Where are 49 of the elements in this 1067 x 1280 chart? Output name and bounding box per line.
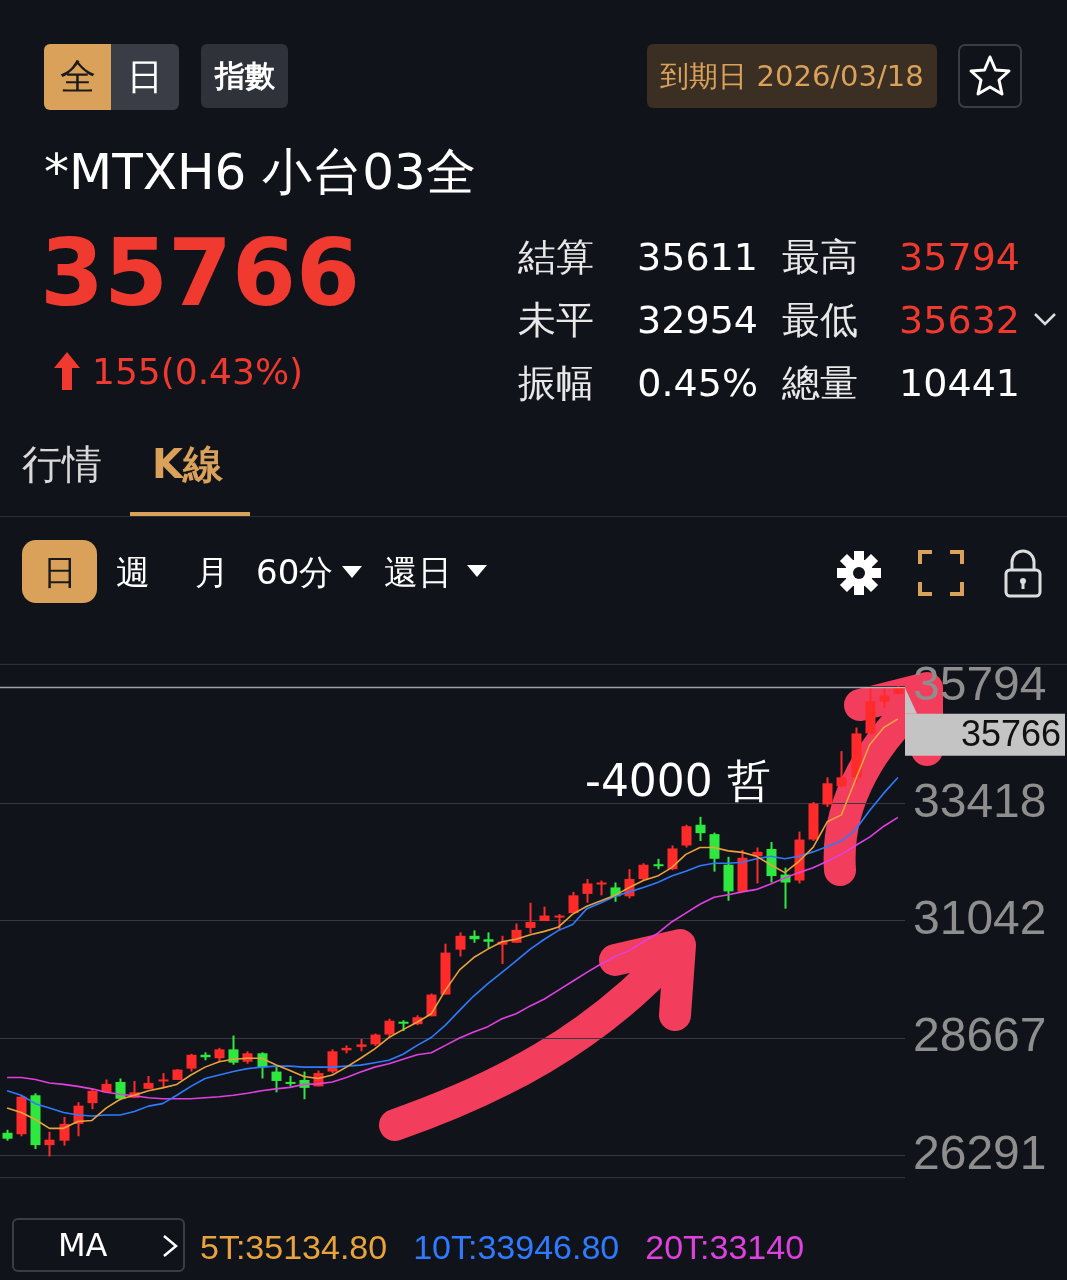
text: 行情 (22, 440, 102, 488)
candlestick (455, 931, 466, 958)
text: 60分 (256, 551, 334, 594)
candlestick (582, 878, 593, 904)
candlestick (271, 1066, 282, 1094)
y-tick-label: 28667 (913, 1008, 1047, 1062)
text: 35766 (40, 220, 361, 327)
ref-line-label: 35766 (960, 712, 1061, 754)
candlestick (822, 776, 833, 808)
candlestick (879, 686, 890, 710)
candlestick (681, 823, 692, 849)
text: 10441 (898, 360, 1020, 406)
text: 0.45% (636, 360, 758, 406)
text: 最低 (782, 297, 858, 343)
annotation: -4000 哲 (585, 755, 771, 806)
text: 日 (22, 540, 97, 603)
text: 20T:33140 (645, 1227, 805, 1268)
text: 日 (111, 44, 179, 110)
chart-title: *MTXH6 小台03全 (44, 142, 476, 202)
text: 5T:35134.80 (200, 1227, 388, 1268)
text: 35611 (636, 234, 758, 280)
text: 月 (195, 551, 229, 594)
candlestick (695, 815, 706, 843)
text: 振幅 (518, 360, 594, 406)
text: 總量 (782, 360, 858, 406)
candlestick (44, 1130, 55, 1158)
text: 全 (44, 44, 111, 110)
candlestick (87, 1087, 98, 1111)
text: 還日 (384, 551, 452, 594)
text: 35632 (898, 297, 1020, 343)
text: 10T:33946.80 (413, 1227, 620, 1268)
text: 155(0.43%) (92, 350, 304, 394)
candlestick (667, 844, 678, 872)
candlestick (59, 1115, 70, 1147)
text: 最高 (782, 234, 858, 280)
text: 32954 (636, 297, 758, 343)
text: K線 (152, 440, 223, 488)
text: 未平 (518, 297, 594, 343)
text: 到期日 2026/03/18 (647, 44, 937, 108)
text: 指數 (201, 44, 288, 108)
candlestick (228, 1034, 239, 1066)
legend-title: MA (12, 1218, 185, 1272)
text: 週 (116, 551, 150, 594)
candlestick (525, 901, 536, 935)
text: 結算 (518, 234, 594, 280)
candlestick (836, 750, 847, 789)
y-tick-label: 26291 (913, 1125, 1047, 1179)
y-tick-label: 33418 (913, 773, 1047, 827)
y-tick-label: 31042 (913, 891, 1047, 945)
